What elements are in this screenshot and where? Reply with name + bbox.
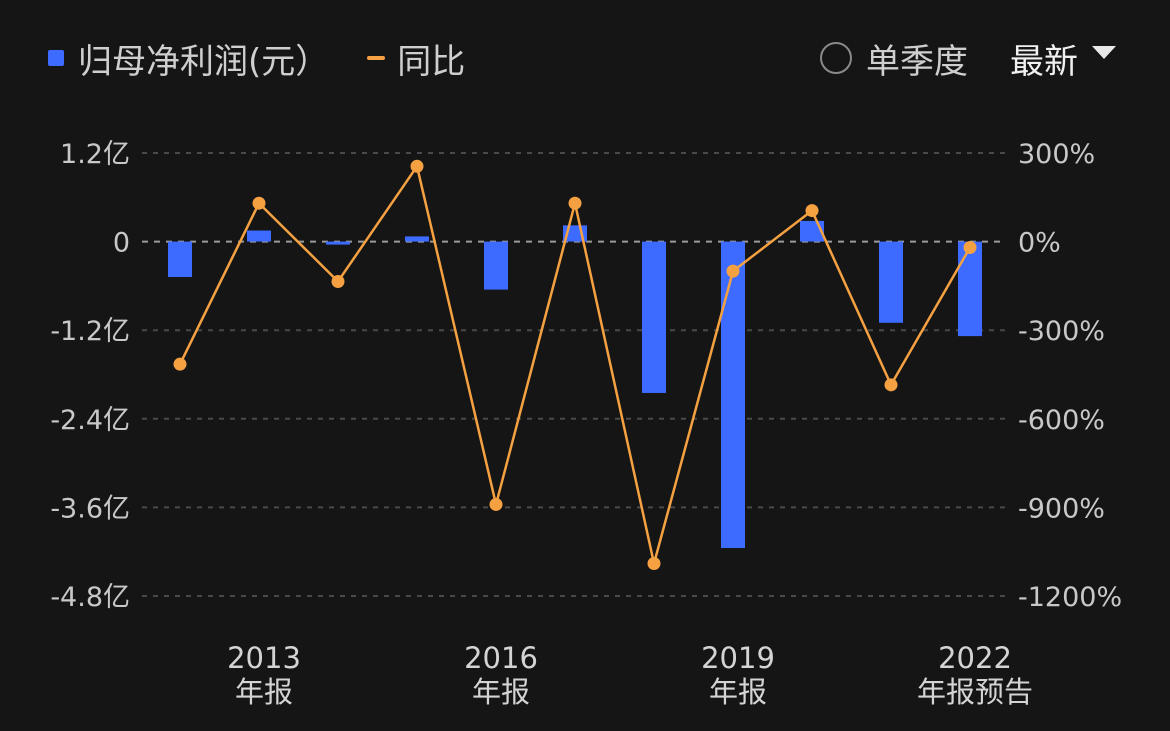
left-tick-label: -2.4亿 xyxy=(50,405,130,436)
yoy-point[interactable] xyxy=(331,274,345,288)
yoy-point[interactable] xyxy=(884,378,898,392)
right-tick-label: -1200% xyxy=(1018,582,1122,613)
profit-bars xyxy=(168,220,982,549)
line-legend-label: 同比 xyxy=(397,41,466,82)
profit-bar[interactable] xyxy=(405,236,429,242)
chart-legend: 归母净利润(元） 同比 xyxy=(48,32,465,84)
single-quarter-label[interactable]: 单季度 xyxy=(866,41,968,82)
yoy-point[interactable] xyxy=(647,557,661,571)
profit-bar[interactable] xyxy=(326,241,350,245)
yoy-point[interactable] xyxy=(173,357,187,371)
line-legend-swatch xyxy=(367,56,386,60)
x-label-period: 年报预告 xyxy=(917,675,1033,709)
x-label-year: 2019 xyxy=(701,641,775,675)
right-tick-label: 0% xyxy=(1018,228,1061,259)
yoy-point[interactable] xyxy=(568,196,582,210)
left-tick-label: -4.8亿 xyxy=(50,582,130,613)
left-tick-label: 1.2亿 xyxy=(60,139,130,170)
yoy-point[interactable] xyxy=(805,204,819,218)
bar-legend-swatch xyxy=(48,50,64,66)
period-select-label: 最新 xyxy=(1010,41,1078,82)
right-tick-label: -300% xyxy=(1018,316,1105,347)
profit-bar[interactable] xyxy=(958,241,982,337)
left-tick-label: -3.6亿 xyxy=(50,493,130,524)
profit-bar[interactable] xyxy=(642,241,666,393)
caret-down-icon xyxy=(1092,45,1116,59)
profit-bar[interactable] xyxy=(247,230,271,242)
profit-bar[interactable] xyxy=(484,241,508,290)
x-label-period: 年报 xyxy=(709,675,767,709)
yoy-point[interactable] xyxy=(252,196,266,210)
x-label-period: 年报 xyxy=(472,675,530,709)
profit-bar[interactable] xyxy=(168,241,192,278)
left-tick-label: 0 xyxy=(113,228,130,259)
right-tick-label: -600% xyxy=(1018,405,1105,436)
yoy-point[interactable] xyxy=(726,264,740,278)
grid-lines xyxy=(142,152,1006,597)
x-label-year: 2022 xyxy=(938,641,1012,675)
right-axis-ticks: 300% 0% -300% -600% -900% -1200% xyxy=(1018,139,1122,613)
x-label-period: 年报 xyxy=(235,675,293,709)
profit-bar[interactable] xyxy=(879,241,903,323)
yoy-point[interactable] xyxy=(963,241,977,255)
left-axis-ticks: 1.2亿 0 -1.2亿 -2.4亿 -3.6亿 -4.8亿 xyxy=(50,139,130,613)
right-tick-label: 300% xyxy=(1018,139,1095,170)
x-label-year: 2013 xyxy=(227,641,301,675)
bar-legend-label: 归母净利润(元） xyxy=(78,41,330,82)
yoy-point[interactable] xyxy=(410,159,424,173)
yoy-line xyxy=(173,159,977,571)
profit-bar[interactable] xyxy=(721,241,745,549)
x-label-year: 2016 xyxy=(464,641,538,675)
period-select[interactable]: 最新 xyxy=(1010,34,1116,83)
chart-controls: 单季度 最新 xyxy=(820,32,1116,84)
right-tick-label: -900% xyxy=(1018,493,1105,524)
yoy-point[interactable] xyxy=(489,497,503,511)
single-quarter-radio[interactable] xyxy=(820,42,852,74)
left-tick-label: -1.2亿 xyxy=(50,316,130,347)
